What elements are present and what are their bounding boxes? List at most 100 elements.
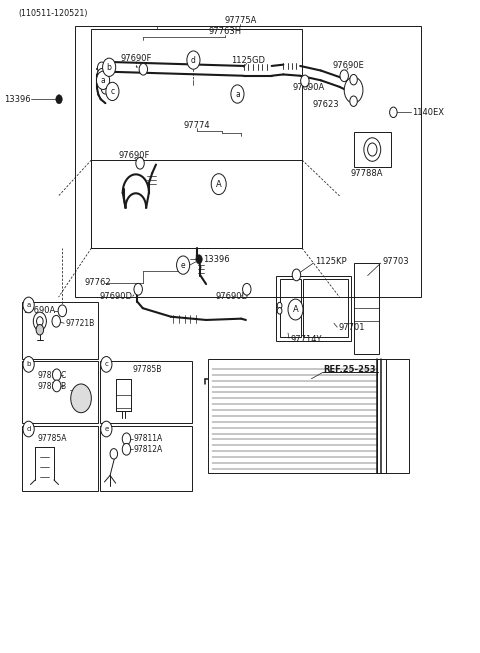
Bar [100,361,192,423]
Bar [91,160,302,248]
Text: a: a [26,302,31,308]
Circle shape [71,384,91,413]
Circle shape [196,255,203,264]
Bar [354,132,391,167]
Circle shape [390,107,397,118]
Text: 97788A: 97788A [350,168,383,178]
Circle shape [23,357,34,372]
Text: 97775A: 97775A [224,16,256,25]
Text: A: A [216,180,222,189]
Circle shape [52,315,60,327]
Text: c: c [104,361,108,368]
Text: 97763H: 97763H [208,27,241,36]
Text: e: e [181,261,185,270]
Text: REF.25-253: REF.25-253 [323,365,376,374]
Circle shape [101,82,109,94]
Bar [75,26,421,297]
Circle shape [288,299,303,320]
Text: a: a [101,76,106,85]
Text: 1125KP: 1125KP [315,257,347,266]
Bar [303,279,348,337]
Text: 13396: 13396 [203,255,229,264]
Circle shape [350,96,357,106]
Text: 97690F: 97690F [119,151,150,160]
Text: 97812B: 97812B [37,382,67,391]
Bar [377,359,386,473]
Circle shape [58,305,67,317]
Text: b: b [107,63,111,72]
Circle shape [122,443,131,455]
Text: d: d [26,426,31,432]
Bar [22,361,98,423]
Text: 97714Y: 97714Y [290,335,322,344]
Circle shape [106,82,119,101]
Circle shape [36,317,43,326]
Circle shape [103,58,116,76]
Text: 97811A: 97811A [133,434,163,443]
Circle shape [56,95,62,104]
Circle shape [23,421,34,437]
Bar [276,276,351,341]
Text: 13396: 13396 [4,95,30,104]
Circle shape [97,69,106,80]
Text: 97774: 97774 [183,121,210,130]
Circle shape [52,380,61,392]
Circle shape [52,369,61,381]
Circle shape [211,174,226,195]
Circle shape [300,75,309,87]
Circle shape [101,357,112,372]
Circle shape [187,51,200,69]
Text: 97690A: 97690A [24,306,56,315]
Text: (110511-120521): (110511-120521) [19,8,88,18]
Text: 1125GD: 1125GD [231,56,265,65]
Bar [22,426,98,491]
Circle shape [277,302,282,309]
Bar [354,263,379,354]
Circle shape [23,297,34,313]
Bar [22,302,98,359]
Text: 97785A: 97785A [37,434,67,443]
Circle shape [139,63,147,75]
Circle shape [36,325,44,335]
Circle shape [368,143,377,156]
Text: 1140EX: 1140EX [412,108,444,117]
Circle shape [110,449,118,459]
Text: A: A [293,305,299,314]
Text: 97690D: 97690D [216,292,249,301]
Circle shape [350,74,357,85]
Text: 97623: 97623 [313,100,339,109]
Text: 97721B: 97721B [66,319,95,328]
Text: 97690A: 97690A [293,83,325,92]
Text: 97690F: 97690F [120,54,152,63]
Text: e: e [104,426,108,432]
Circle shape [242,283,251,295]
Bar [279,279,301,337]
Circle shape [177,256,190,274]
Circle shape [122,433,131,445]
Circle shape [344,77,363,103]
Text: d: d [191,56,196,65]
Circle shape [277,308,282,314]
Text: 97812A: 97812A [133,445,163,454]
Circle shape [231,85,244,103]
Bar [208,359,409,473]
Circle shape [96,71,109,89]
Text: 97701: 97701 [338,323,365,332]
Bar [91,29,302,248]
Text: 97690D: 97690D [100,292,133,301]
Circle shape [97,62,106,74]
Circle shape [134,283,143,295]
Text: a: a [235,89,240,99]
Circle shape [364,138,381,161]
Circle shape [136,157,144,169]
Text: 97703: 97703 [383,257,409,266]
Text: 97762: 97762 [84,278,111,287]
Text: 97811C: 97811C [37,371,67,380]
Circle shape [340,70,348,82]
Text: b: b [26,361,31,368]
Circle shape [292,269,300,281]
Circle shape [101,421,112,437]
Bar [100,426,192,491]
Text: 97690E: 97690E [332,61,364,70]
Text: c: c [110,87,115,96]
